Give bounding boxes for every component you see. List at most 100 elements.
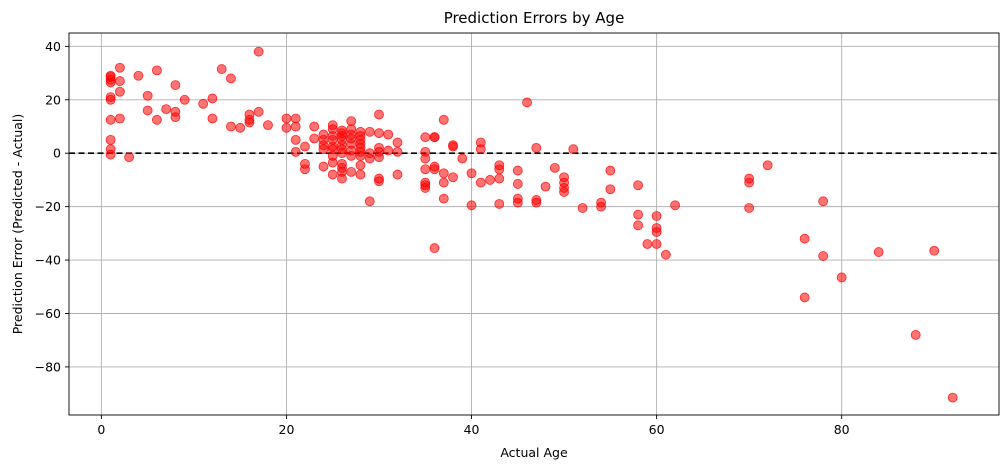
data-point [309,133,320,144]
y-tick-label: 0 [53,146,61,161]
data-point [929,245,940,256]
plot-frame [68,32,1000,416]
data-point [429,243,440,253]
data-point [253,106,264,117]
data-point [364,153,375,164]
x-tick-label: 0 [97,422,105,437]
data-point [744,203,755,213]
data-point [670,200,681,211]
data-point [263,120,273,131]
data-point [105,114,116,125]
data-point [818,196,829,207]
data-point [633,180,644,191]
data-point [281,113,292,124]
data-point [475,144,486,155]
data-point [383,129,394,140]
y-tick-label: −20 [35,199,61,214]
data-point [152,114,162,125]
data-point [651,211,662,221]
data-point [235,122,246,133]
data-point [577,203,588,213]
data-point [105,77,116,88]
data-point [818,251,829,261]
data-point [392,146,403,157]
data-point [364,196,375,207]
y-tick-label: −60 [35,306,61,321]
x-axis-ticks: 0 20 40 60 80 [97,415,850,437]
data-point [420,164,431,175]
data-point [762,160,773,171]
data-point [327,169,338,180]
data-point [355,160,366,171]
data-point [605,184,616,195]
data-point [466,200,477,211]
data-point [522,97,532,108]
x-tick-label: 40 [464,422,480,437]
data-point [438,168,449,179]
grid [69,33,999,415]
data-point [540,181,551,192]
data-point [105,134,116,145]
data-point [438,193,449,204]
data-point [651,227,662,237]
data-point [568,144,579,155]
data-point [133,70,144,81]
data-point [910,329,921,340]
data-point [244,117,255,128]
data-point [290,121,301,132]
data-point [374,109,384,120]
data-point [374,176,384,187]
data-point [596,201,606,212]
data-point [512,197,523,208]
x-tick-label: 20 [279,422,295,437]
data-point [152,65,162,76]
data-point [309,121,320,132]
data-point [318,161,329,172]
data-point [355,169,366,180]
data-point [494,173,505,184]
data-point [531,142,542,153]
data-point [142,90,153,101]
data-point [114,76,125,86]
data-point [448,172,458,183]
data-point [642,239,653,249]
data-point [429,164,440,175]
data-point [651,239,662,249]
data-point [512,165,523,176]
data-point [947,392,958,403]
data-point [253,46,264,57]
y-axis-ticks: 40 20 0 −20 −40 −60 −80 [35,39,69,374]
data-point [531,197,542,208]
data-point [512,179,523,189]
data-point [466,168,477,179]
data-point [744,177,755,188]
data-point [364,126,375,137]
data-point [475,177,486,188]
data-point [198,98,209,109]
data-point [161,104,172,115]
y-axis-label: Prediction Error (Predicted - Actual) [10,114,25,335]
data-point [660,249,671,260]
y-tick-label: 20 [45,92,61,107]
data-point [633,220,644,231]
data-point [559,187,569,197]
chart-title: Prediction Errors by Age [444,9,625,27]
x-axis-label: Actual Age [500,445,568,460]
data-point [494,164,505,175]
data-point [114,86,125,97]
data-point [374,128,384,139]
data-point [114,62,125,73]
data-point [114,113,125,124]
data-point [337,173,347,184]
data-point [290,134,301,145]
data-point [420,132,431,143]
data-point [429,132,440,143]
data-point [438,114,449,125]
y-tick-label: −80 [35,359,61,374]
data-point [457,153,468,164]
data-point [179,94,190,105]
data-point [170,80,181,90]
data-point [170,112,181,123]
data-point [494,199,505,209]
data-point [318,144,329,155]
